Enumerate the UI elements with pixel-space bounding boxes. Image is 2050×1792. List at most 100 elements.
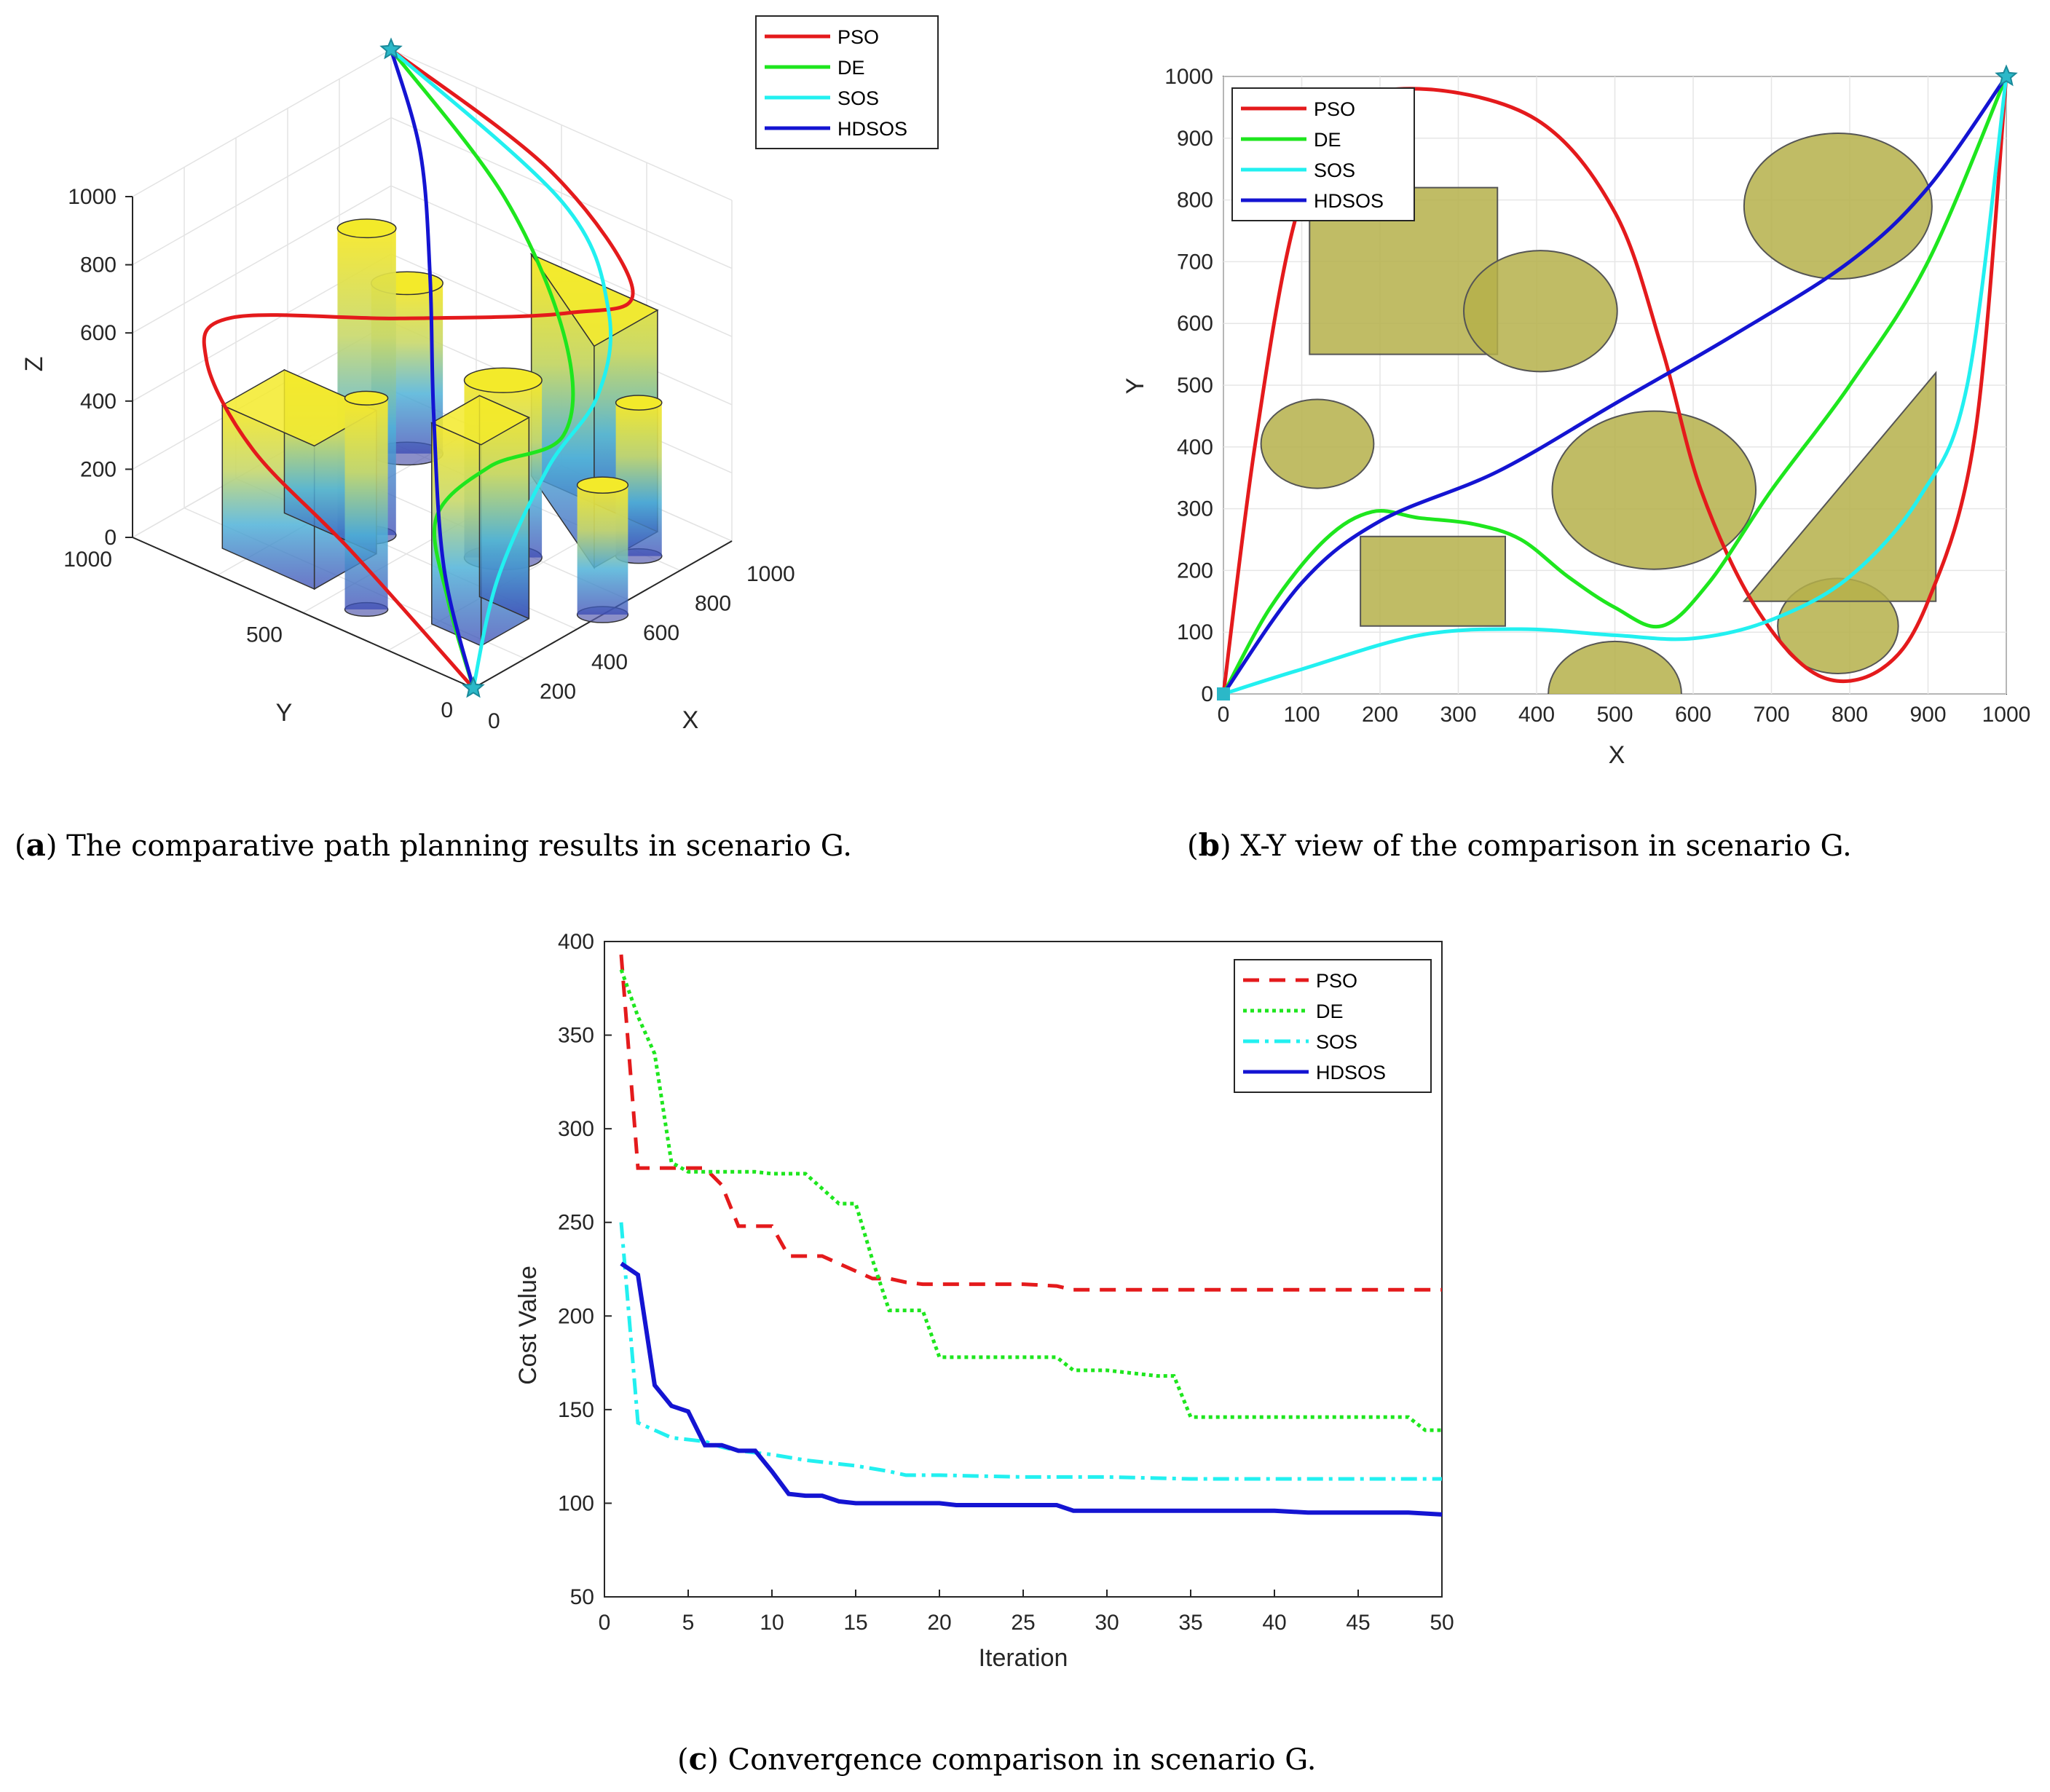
a-y-tick-label: 0: [441, 698, 453, 722]
b-y-tick-label: 0: [1201, 682, 1213, 706]
a-obstacle-wedge-top: [529, 253, 659, 347]
b-path-hdsos: [1221, 75, 2008, 695]
c-x-tick-label: 10: [760, 1611, 784, 1635]
a-path-de: [390, 48, 575, 689]
a-obstacle-cylinder: [576, 476, 629, 623]
a-obstacle-cylinder-top: [615, 395, 663, 411]
a-obstacle-cylinder: [344, 390, 389, 617]
b-legend-label-de: DE: [1314, 129, 1341, 151]
c-y-tick-label: 100: [558, 1491, 594, 1515]
svg-text:(b) X-Y view of the comparison: (b) X-Y view of the comparison in scenar…: [1187, 827, 1852, 863]
b-y-tick-label: 200: [1177, 558, 1213, 583]
a-legend: PSO DE SOS HDSOS: [755, 15, 939, 149]
b-y-tick-label: 600: [1177, 312, 1213, 336]
caption-a: (a) The comparative path planning result…: [15, 827, 852, 863]
b-obstacle-triangle: [1742, 371, 1937, 602]
svg-text:(a) The comparative path plann: (a) The comparative path planning result…: [15, 827, 852, 863]
panel-a-3d-view: 0200400600800100002004006008001000050010…: [20, 15, 939, 734]
a-paths: [202, 37, 635, 698]
a-x-tick-label: 200: [540, 680, 576, 704]
c-x-tick-label: 50: [1430, 1611, 1454, 1635]
c-tick-labels: 0 5 10 15 20 25 30 35 40 45 50 50 100 150 200 250 300 350…: [558, 930, 1454, 1635]
b-y-tick-label: 1000: [1164, 65, 1213, 89]
a-x-tick-label: 600: [643, 621, 679, 645]
c-y-tick-label: 400: [558, 930, 594, 954]
c-x-tick-label: 40: [1262, 1611, 1286, 1635]
c-x-tick-label: 0: [599, 1611, 611, 1635]
c-x-tick-label: 30: [1095, 1611, 1119, 1635]
a-z-tick-label: 0: [104, 526, 117, 550]
b-y-tick-label: 900: [1177, 127, 1213, 151]
c-y-axis-label: Cost Value: [514, 1266, 542, 1385]
c-series-de: [619, 968, 1442, 1432]
a-grid-wall-z: [132, 185, 392, 333]
c-x-tick-label: 15: [843, 1611, 867, 1635]
caption-b-letter: b: [1199, 827, 1220, 863]
c-y-tick-label: 50: [570, 1585, 594, 1609]
a-legend-label-sos: SOS: [837, 87, 879, 109]
a-z-axis-label: Z: [20, 357, 48, 372]
a-x-axis-label: X: [682, 706, 699, 734]
caption-a-text: The comparative path planning results in…: [66, 829, 852, 863]
b-path-sos: [1223, 76, 2008, 696]
b-start-marker: [1217, 687, 1230, 700]
c-legend: PSO DE SOS HDSOS: [1234, 959, 1432, 1093]
a-z-tick-label: 800: [80, 253, 117, 277]
a-obstacle-box-top: [430, 395, 530, 446]
c-legend-label-de: DE: [1316, 1000, 1344, 1022]
a-obstacle-cylinder-top: [336, 218, 397, 239]
b-y-tick-label: 300: [1177, 497, 1213, 521]
b-x-tick-label: 900: [1909, 703, 1946, 727]
a-obstacle-cylinder-body: [577, 485, 628, 615]
c-x-axis-label: Iteration: [979, 1644, 1068, 1672]
a-z-tick-label: 400: [80, 390, 117, 414]
c-series-pso: [619, 954, 1442, 1292]
c-x-tick-label: 25: [1011, 1611, 1035, 1635]
caption-c: (c) Convergence comparison in scenario G…: [677, 1741, 1316, 1777]
c-y-tick-label: 200: [558, 1304, 594, 1328]
b-x-tick-label: 1000: [1982, 703, 2031, 727]
a-z-tick-label: 1000: [68, 185, 117, 209]
b-x-tick-label: 0: [1218, 703, 1230, 727]
b-x-tick-label: 800: [1832, 703, 1868, 727]
a-x-tick-label: 400: [591, 650, 628, 674]
c-x-tick-label: 20: [927, 1611, 951, 1635]
a-grid-wall2-z: [390, 49, 733, 201]
a-grid-wall2-z: [390, 185, 733, 337]
b-x-tick-label: 400: [1518, 703, 1555, 727]
a-path-hdsos: [389, 49, 476, 689]
b-path-de: [1221, 76, 2008, 695]
b-x-tick-label: 600: [1675, 703, 1711, 727]
b-obstacle-circle: [1551, 410, 1757, 570]
b-legend: PSO DE SOS HDSOS: [1231, 87, 1415, 221]
c-x-tick-label: 5: [682, 1611, 695, 1635]
a-tick-labels: 0200400600800100002004006008001000050010…: [63, 185, 795, 733]
caption-b-text: X-Y view of the comparison in scenario G…: [1240, 829, 1851, 863]
b-obstacle-circle: [1548, 640, 1682, 694]
c-series-hdsos: [620, 1261, 1443, 1517]
a-legend-label-de: DE: [837, 57, 865, 79]
a-z-tick-label: 600: [80, 321, 117, 345]
b-x-tick-label: 200: [1362, 703, 1398, 727]
a-obstacles: [221, 218, 663, 647]
b-x-tick-label: 100: [1283, 703, 1320, 727]
b-y-tick-label: 700: [1177, 250, 1213, 274]
a-z-tick-label: 200: [80, 457, 117, 481]
a-obstacle-cylinder-body: [344, 398, 388, 609]
c-series-sos: [619, 1222, 1442, 1481]
b-obstacle-rect: [1360, 535, 1506, 627]
a-y-tick-label: 1000: [63, 548, 112, 572]
b-legend-label-sos: SOS: [1314, 159, 1355, 181]
b-path-pso: [1221, 76, 2008, 695]
a-grid-wall-z: [132, 117, 392, 266]
panel-b-xy-view: 0 100 200 300 400 500 600 700 800 900 1000 0 100 200 3…: [1121, 64, 2031, 769]
c-x-tick-label: 35: [1178, 1611, 1202, 1635]
b-y-tick-label: 100: [1177, 620, 1213, 644]
a-obstacle-cylinder-top: [463, 367, 543, 393]
a-start-marker: [462, 676, 485, 698]
panel-c-convergence: 0 5 10 15 20 25 30 35 40 45 50 50 100 150 200 250 300 350…: [514, 930, 1454, 1672]
b-goal-marker: [1995, 64, 2018, 87]
b-x-tick-label: 500: [1596, 703, 1633, 727]
c-y-tick-label: 350: [558, 1024, 594, 1048]
b-obstacle-circle: [1463, 250, 1618, 373]
